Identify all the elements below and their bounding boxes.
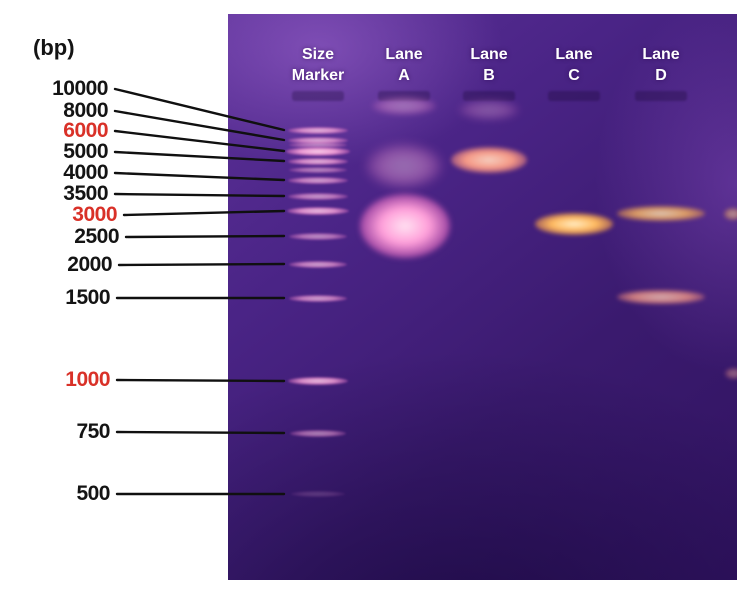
marker-label-6000: 6000 xyxy=(63,119,108,142)
well-lane-d xyxy=(635,91,687,101)
lane-header-line1: Lane xyxy=(555,46,593,63)
lane-headers: Size Marker Lane A Lane B Lane C Lane D xyxy=(228,14,737,104)
well-lane-a xyxy=(378,91,430,101)
lane-header-line2: C xyxy=(568,67,580,84)
lane-header-line2: Marker xyxy=(291,67,345,84)
lane-a-well-glow xyxy=(372,97,436,115)
lane-c-band xyxy=(535,213,613,235)
ladder-band-10000 xyxy=(288,126,348,134)
ladder-band-4000 xyxy=(288,176,348,184)
marker-label-1500: 1500 xyxy=(65,286,110,309)
ladder-band-3000 xyxy=(287,207,349,215)
lane-header-line1: Lane xyxy=(642,46,680,63)
ladder-band-1500 xyxy=(289,294,347,302)
lane-b-well-glow xyxy=(459,100,519,120)
ladder-band-3500 xyxy=(288,192,348,200)
ladder-band-2000 xyxy=(289,260,347,268)
bp-unit-label: (bp) xyxy=(33,35,75,60)
gel-edge-spot xyxy=(725,367,737,379)
lane-d-band-upper-edge xyxy=(724,208,737,220)
lane-header-line1: Size xyxy=(301,46,335,63)
ladder-band-8000 xyxy=(288,136,348,144)
lane-header-line1: Lane xyxy=(385,46,423,63)
marker-label-750: 750 xyxy=(76,420,110,443)
ladder-band-extra-2 xyxy=(289,167,347,173)
marker-label-5000: 5000 xyxy=(63,140,108,163)
lane-header-line2: B xyxy=(483,67,495,84)
gel-photo: Size Marker Lane A Lane B Lane C Lane D xyxy=(228,14,737,580)
lane-b-band xyxy=(451,147,527,173)
lane-header-marker: Size Marker xyxy=(292,44,344,86)
well-lane-c xyxy=(548,91,600,101)
ladder-band-1000 xyxy=(288,377,348,385)
lane-a-upper-smear xyxy=(366,144,442,188)
marker-label-3000: 3000 xyxy=(72,203,117,226)
marker-label-3500: 3500 xyxy=(63,182,108,205)
lane-header-b: Lane B xyxy=(470,44,507,86)
marker-label-2500: 2500 xyxy=(74,225,119,248)
lane-d-band-upper xyxy=(617,205,705,221)
ladder-band-750 xyxy=(290,429,346,437)
marker-label-10000: 10000 xyxy=(52,77,108,100)
lane-header-c: Lane C xyxy=(555,44,592,86)
gel-bands-layer xyxy=(228,14,737,580)
lane-header-a: Lane A xyxy=(385,44,422,86)
marker-label-4000: 4000 xyxy=(63,161,108,184)
marker-label-500: 500 xyxy=(76,482,110,505)
lane-header-line2: D xyxy=(655,67,667,84)
marker-label-8000: 8000 xyxy=(63,99,108,122)
ladder-band-6000 xyxy=(286,146,350,156)
marker-label-2000: 2000 xyxy=(67,253,112,276)
lane-a-main-band xyxy=(360,194,450,258)
lane-header-line1: Lane xyxy=(470,46,508,63)
lane-header-line2: A xyxy=(398,67,410,84)
ladder-band-500 xyxy=(291,491,345,497)
ladder-band-extra-1 xyxy=(289,142,347,148)
well-lane-b xyxy=(463,91,515,101)
well-marker xyxy=(292,91,344,101)
ladder-band-5000 xyxy=(288,157,348,165)
marker-label-1000: 1000 xyxy=(65,368,110,391)
lane-d-band-lower xyxy=(617,290,705,304)
lane-header-d: Lane D xyxy=(642,44,679,86)
ladder-band-2500 xyxy=(289,232,347,240)
